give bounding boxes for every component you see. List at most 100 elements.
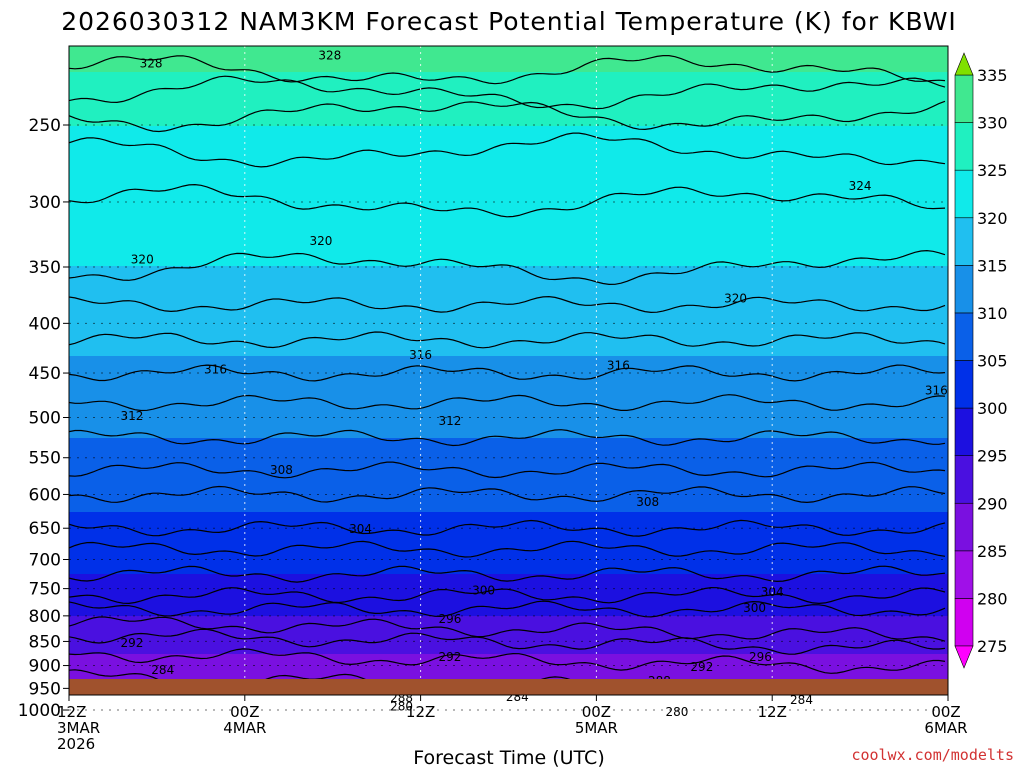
colorbar-label: 290 bbox=[977, 494, 1008, 513]
plot-frame bbox=[68, 45, 949, 696]
contour-line bbox=[69, 461, 946, 479]
x-tick-label: 00Z bbox=[931, 703, 960, 721]
y-tick-label: 850 bbox=[29, 632, 61, 652]
x-tick-label: 12Z bbox=[57, 703, 86, 721]
contour-label: 324 bbox=[849, 179, 872, 193]
y-tick-label: 900 bbox=[29, 657, 61, 677]
colorbar-min-arrow bbox=[954, 645, 974, 669]
y-tick-label: 950 bbox=[29, 679, 61, 699]
colorbar-swatch bbox=[954, 312, 974, 361]
fill-band bbox=[69, 71, 948, 126]
colorbar-label: 295 bbox=[977, 447, 1008, 466]
contour-line bbox=[69, 183, 946, 218]
contour-line bbox=[69, 648, 946, 674]
contour-line bbox=[69, 331, 946, 349]
ground-layer bbox=[69, 679, 948, 695]
contour-line bbox=[69, 519, 946, 537]
contour-label: 320 bbox=[310, 234, 333, 248]
colorbar-label: 300 bbox=[977, 399, 1008, 418]
contour-label: 280 bbox=[666, 705, 689, 719]
contour-line bbox=[69, 540, 946, 558]
contour-line bbox=[69, 429, 946, 447]
colorbar-swatch bbox=[954, 217, 974, 266]
contour-line bbox=[69, 712, 945, 736]
temperature-fill-bands bbox=[69, 46, 948, 695]
contour-label: 308 bbox=[270, 463, 293, 477]
colorbar-swatch bbox=[954, 598, 974, 647]
colorbar-label: 325 bbox=[977, 161, 1008, 180]
y-tick-label: 250 bbox=[29, 116, 61, 136]
x-tick-label: 00Z bbox=[582, 703, 611, 721]
y-tick-label: 500 bbox=[29, 409, 61, 429]
contour-label: 304 bbox=[349, 522, 372, 536]
x-tick-label: 00Z bbox=[230, 703, 259, 721]
contour-line bbox=[69, 295, 946, 314]
colorbar-swatch bbox=[954, 550, 974, 599]
contour-label: 320 bbox=[131, 253, 154, 267]
contour-label: 284 bbox=[151, 663, 174, 677]
y-tick-label: 450 bbox=[29, 364, 61, 384]
contour-label: 316 bbox=[925, 383, 948, 397]
y-tick-label: 300 bbox=[29, 193, 61, 213]
y-tick-label: 750 bbox=[29, 580, 61, 600]
contour-label: 312 bbox=[438, 414, 461, 428]
contour-label: 320 bbox=[724, 291, 747, 305]
contour-label: 292 bbox=[121, 636, 144, 650]
contour-line bbox=[69, 586, 946, 605]
x-tick-label: 5MAR bbox=[575, 719, 618, 737]
credit-text: coolwx.com/modelts bbox=[851, 746, 1014, 764]
y-tick-label: 600 bbox=[29, 485, 61, 505]
contour-label: 296 bbox=[749, 650, 772, 664]
contour-label: 316 bbox=[409, 348, 432, 362]
contour-label: 300 bbox=[743, 601, 766, 615]
contour-label: 328 bbox=[140, 56, 163, 70]
contour-label: 296 bbox=[438, 612, 461, 626]
y-tick-label: 400 bbox=[29, 314, 61, 334]
contour-line bbox=[69, 701, 945, 729]
contour-line bbox=[69, 616, 946, 642]
contour-line bbox=[69, 364, 946, 382]
colorbar-swatch bbox=[954, 455, 974, 504]
y-tick-label: 800 bbox=[29, 607, 61, 627]
x-tick-label: 6MAR bbox=[924, 719, 967, 737]
colorbar-label: 315 bbox=[977, 256, 1008, 275]
x-tick-label: 12Z bbox=[406, 703, 435, 721]
contour-label: 280 bbox=[390, 700, 413, 714]
colorbar-label: 310 bbox=[977, 304, 1008, 323]
colorbar: 275 280 285 290 295 300 305 310 315 320 325 330 335 bbox=[954, 52, 1008, 669]
contour-line bbox=[69, 249, 946, 286]
colorbar-swatch bbox=[954, 502, 974, 552]
colorbar-swatch bbox=[954, 74, 974, 123]
y-tick-label: 1000 bbox=[18, 701, 61, 721]
contour-label: 292 bbox=[438, 650, 461, 664]
y-tick-label: 650 bbox=[29, 519, 61, 539]
contour-line bbox=[69, 100, 946, 133]
contour-line bbox=[69, 628, 946, 655]
x-tick-label: 12Z bbox=[758, 703, 787, 721]
fill-band bbox=[69, 573, 948, 616]
colorbar-max-arrow bbox=[954, 52, 974, 76]
x-axis-label: Forecast Time (UTC) bbox=[413, 747, 604, 768]
colorbar-label: 275 bbox=[977, 637, 1008, 656]
y-tick-label: 550 bbox=[29, 449, 61, 469]
x-tick-label: 3MAR bbox=[57, 719, 100, 737]
fill-band bbox=[69, 265, 948, 356]
contour-label: 312 bbox=[121, 409, 144, 423]
contour-line bbox=[69, 485, 946, 504]
contour-label: 308 bbox=[636, 495, 659, 509]
y-axis: 250 300 350 400 450 500 550 600 650 700 750 800 850 9… bbox=[18, 116, 69, 721]
colorbar-label: 335 bbox=[977, 66, 1008, 85]
contour-label: 328 bbox=[318, 48, 341, 62]
fill-band bbox=[69, 46, 948, 72]
colorbar-swatch bbox=[954, 122, 974, 171]
contour-lines bbox=[69, 55, 946, 736]
contour-line bbox=[69, 565, 946, 583]
y-tick-label: 700 bbox=[29, 550, 61, 570]
colorbar-label: 305 bbox=[977, 352, 1008, 371]
contour-label: 316 bbox=[607, 358, 630, 372]
colorbar-label: 320 bbox=[977, 209, 1008, 228]
colorbar-swatch bbox=[954, 360, 974, 409]
fill-band bbox=[69, 125, 948, 266]
